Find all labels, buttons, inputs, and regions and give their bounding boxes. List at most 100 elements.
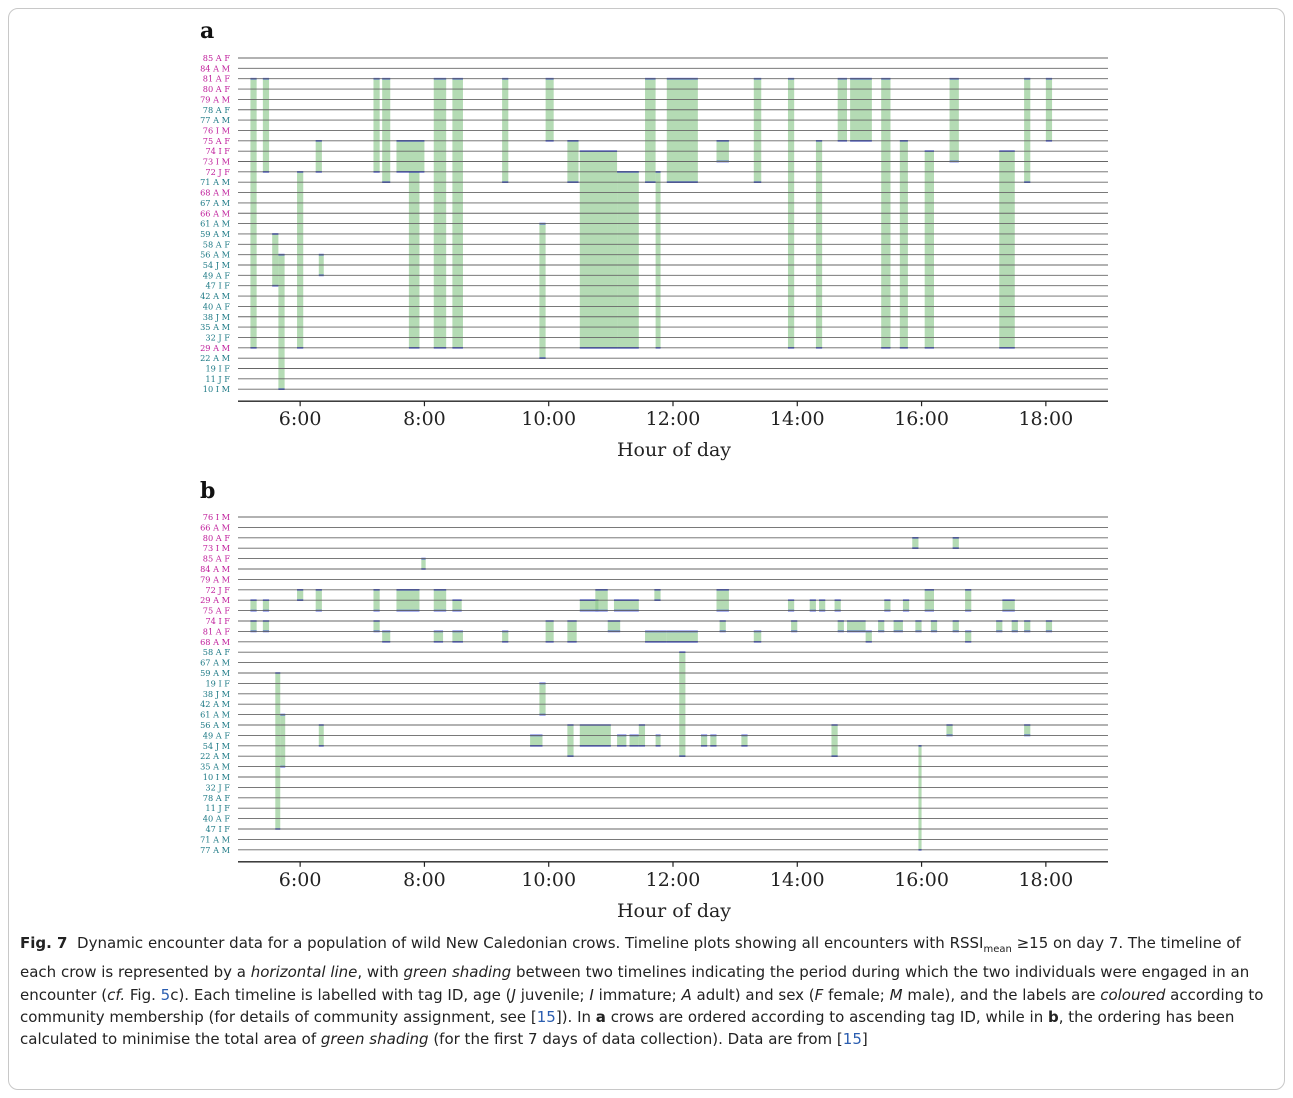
timeline-label: 35 A M [200, 762, 230, 772]
encounter-shading [791, 621, 798, 632]
timeline-label: 71 A M [200, 177, 230, 187]
timeline-label: 58 A F [203, 239, 231, 249]
caption-text: adult) and sex ( [691, 985, 815, 1004]
panel-b-label: b [200, 478, 216, 504]
encounter-shading [629, 735, 639, 746]
caption-sub: mean [983, 944, 1012, 955]
timeline-label: 32 J F [205, 782, 230, 792]
encounter-shading [655, 171, 661, 348]
timeline-group: 85 A F84 A M81 A F80 A F79 A M78 A F77 A… [200, 53, 1108, 394]
encounter-shading [952, 621, 959, 632]
timeline-label: 10 I M [203, 772, 230, 782]
encounter-shading [278, 254, 285, 390]
caption-fig-label: Fig. 7 [20, 934, 68, 952]
caption-em: coloured [1100, 985, 1166, 1004]
encounter-shading [408, 171, 420, 348]
encounter-shading [930, 621, 938, 632]
caption-ref-link[interactable]: 5 [160, 985, 171, 1004]
encounter-shading [421, 558, 426, 569]
encounter-shading [373, 78, 380, 172]
timeline-group: 76 I M66 A M80 A F73 I M85 A F84 A M79 A… [200, 512, 1108, 855]
caption-text: (for the first 7 days of data collection… [428, 1030, 843, 1049]
caption-ref-link[interactable]: 15 [536, 1007, 556, 1026]
encounter-shading [396, 140, 425, 172]
encounter-shading [996, 621, 1003, 632]
x-tick-label: 12:00 [646, 408, 701, 430]
timeline-label: 75 A F [203, 606, 231, 616]
timeline-label: 74 I F [205, 616, 230, 626]
timeline-label: 35 A M [200, 322, 230, 332]
timeline-label: 68 A M [200, 637, 230, 647]
encounter-shading [809, 600, 816, 611]
timeline-label: 76 I M [203, 512, 230, 522]
encounter-shading [452, 600, 462, 611]
encounter-shading [433, 631, 444, 642]
timeline-label: 42 A M [200, 291, 230, 301]
x-tick-label: 16:00 [894, 408, 949, 430]
timeline-label: 59 A M [200, 668, 230, 678]
timeline-label: 72 J F [205, 585, 230, 595]
timeline-label: 19 I F [205, 364, 230, 374]
timeline-label: 79 A M [200, 94, 230, 104]
caption-text: juvenile; [515, 985, 590, 1004]
timeline-label: 10 I M [203, 384, 230, 394]
timeline-label: 47 I F [205, 824, 230, 834]
encounter-shading [607, 621, 621, 632]
figure-caption: Fig. 7 Dynamic encounter data for a popu… [20, 932, 1275, 1050]
timeline-label: 11 J F [205, 803, 230, 813]
encounter-shading [831, 725, 838, 757]
timeline-label: 79 A M [200, 574, 230, 584]
timeline-label: 73 I M [203, 157, 230, 167]
encounter-shading [373, 621, 380, 632]
encounter-shading [297, 589, 304, 601]
timeline-label: 71 A M [200, 834, 230, 844]
caption-text: ≥15 on day 7. The timeline of each crow … [20, 934, 1241, 982]
timeline-label: 56 A M [200, 250, 230, 260]
caption-em: M [889, 985, 903, 1004]
caption-text: between two timelines indicating the per… [20, 963, 1250, 1004]
caption-ref-link[interactable]: 15 [842, 1030, 862, 1049]
caption-em: F [814, 985, 824, 1004]
timeline-label: 76 I M [203, 125, 230, 135]
encounter-shading [567, 725, 574, 757]
caption-text: immature; [593, 985, 682, 1004]
timeline-label: 40 A F [203, 814, 231, 824]
encounter-shading [655, 735, 661, 746]
caption-em: horizontal line [250, 963, 358, 982]
caption-text: according to community membership (for d… [20, 985, 1264, 1026]
encounter-shading [878, 621, 885, 632]
encounter-shading [1045, 621, 1053, 632]
encounter-shading [710, 735, 717, 746]
caption-text: , with [357, 963, 404, 982]
encounter-shading [753, 631, 762, 642]
encounter-shading [645, 631, 667, 642]
timeline-label: 29 A M [200, 343, 230, 353]
encounter-shading [315, 140, 322, 172]
timeline-label: 40 A F [203, 301, 231, 311]
timeline-label: 47 I F [205, 281, 230, 291]
caption-text: crows are ordered according to ascending… [605, 1007, 1048, 1026]
timeline-label: 22 A M [200, 751, 230, 761]
timeline-label: 80 A F [203, 533, 231, 543]
encounter-shading [579, 600, 599, 611]
encounter-shading [272, 233, 279, 286]
caption-em: cf. [107, 985, 126, 1004]
caption-text: Dynamic encounter data for a population … [77, 934, 984, 952]
timeline-label: 77 A M [200, 115, 230, 125]
x-tick-label: 16:00 [894, 869, 949, 891]
timeline-label: 80 A F [203, 84, 231, 94]
encounter-shading [250, 600, 257, 611]
timeline-label: 54 J M [203, 741, 230, 751]
caption-text: c). Each timeline is labelled with tag I… [170, 985, 512, 1004]
timeline-label: 38 J M [203, 689, 230, 699]
timeline-label: 42 A M [200, 699, 230, 709]
encounter-shading [539, 683, 546, 715]
timeline-label: 74 I F [205, 146, 230, 156]
caption-text: ]). In [555, 1007, 596, 1026]
encounter-shading [837, 621, 844, 632]
timeline-label: 56 A M [200, 720, 230, 730]
timeline-label: 84 A M [200, 564, 230, 574]
caption-em: J [511, 985, 516, 1004]
encounter-shading [787, 600, 795, 611]
encounter-shading [275, 673, 281, 829]
